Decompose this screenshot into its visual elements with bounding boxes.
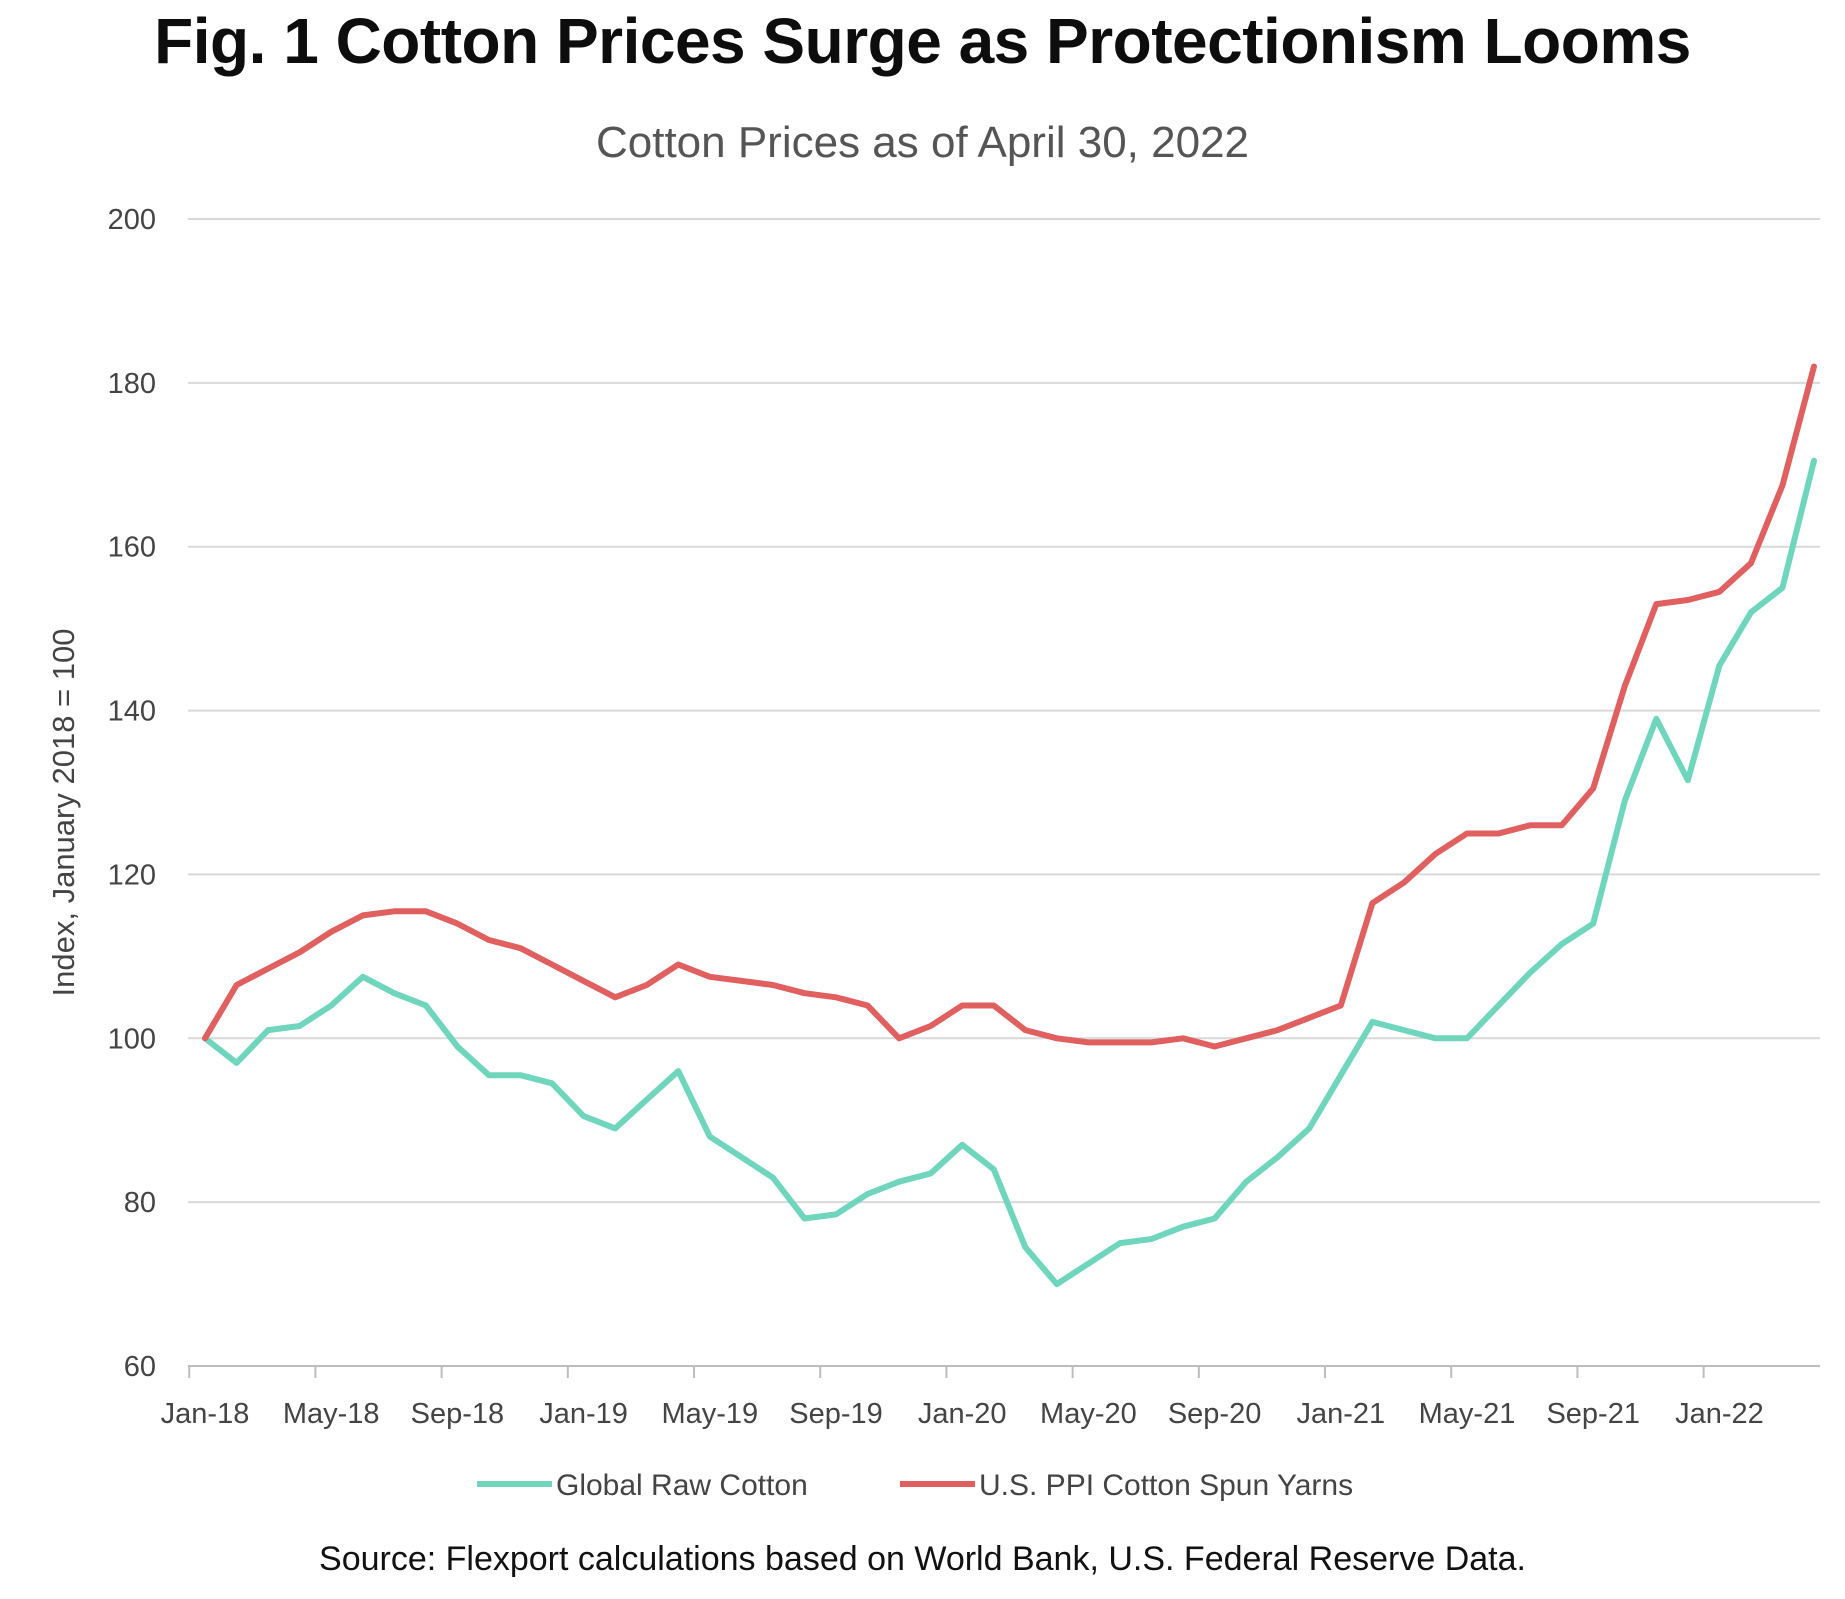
y-tick-label: 80 <box>124 1187 156 1219</box>
x-tick-label: Sep-20 <box>1168 1398 1262 1430</box>
y-tick-label: 140 <box>108 696 156 728</box>
x-tick-label: Jan-19 <box>539 1398 628 1430</box>
x-tick-label: May-21 <box>1419 1398 1516 1430</box>
y-tick-label: 60 <box>124 1351 156 1383</box>
x-tick-label: Sep-18 <box>411 1398 505 1430</box>
y-tick-label: 120 <box>108 859 156 891</box>
x-tick-label: Sep-21 <box>1546 1398 1640 1430</box>
line-chart: 60 80 100 120 140 160 180 200 Jan-18 May-18 Sep-18… <box>46 204 1820 1502</box>
y-tick-label: 100 <box>108 1023 156 1055</box>
x-tick-label: Jan-18 <box>161 1398 250 1430</box>
x-tick-label: Sep-19 <box>789 1398 883 1430</box>
source-note: Source: Flexport calculations based on W… <box>319 1540 1526 1578</box>
series-line-global-raw-cotton <box>202 457 1817 1288</box>
series-line-us-ppi-cotton-spun-yarns <box>202 363 1817 1050</box>
legend-label: Global Raw Cotton <box>556 1469 808 1502</box>
y-tick-label: 180 <box>108 368 156 400</box>
y-tick-label: 160 <box>108 532 156 564</box>
x-tick-label: Jan-21 <box>1296 1398 1385 1430</box>
legend-label: U.S. PPI Cotton Spun Yarns <box>979 1469 1353 1502</box>
chart-title: Fig. 1 Cotton Prices Surge as Protection… <box>154 5 1691 77</box>
chart-subtitle: Cotton Prices as of April 30, 2022 <box>595 118 1250 167</box>
x-tick-label: Jan-20 <box>918 1398 1007 1430</box>
y-tick-label: 200 <box>108 204 156 236</box>
y-axis-label: Index, January 2018 = 100 <box>46 629 81 997</box>
x-tick-label: May-20 <box>1040 1398 1137 1430</box>
x-tick-label: May-19 <box>661 1398 758 1430</box>
x-tick-label: May-18 <box>283 1398 380 1430</box>
x-tick-label: Jan-22 <box>1675 1398 1764 1430</box>
